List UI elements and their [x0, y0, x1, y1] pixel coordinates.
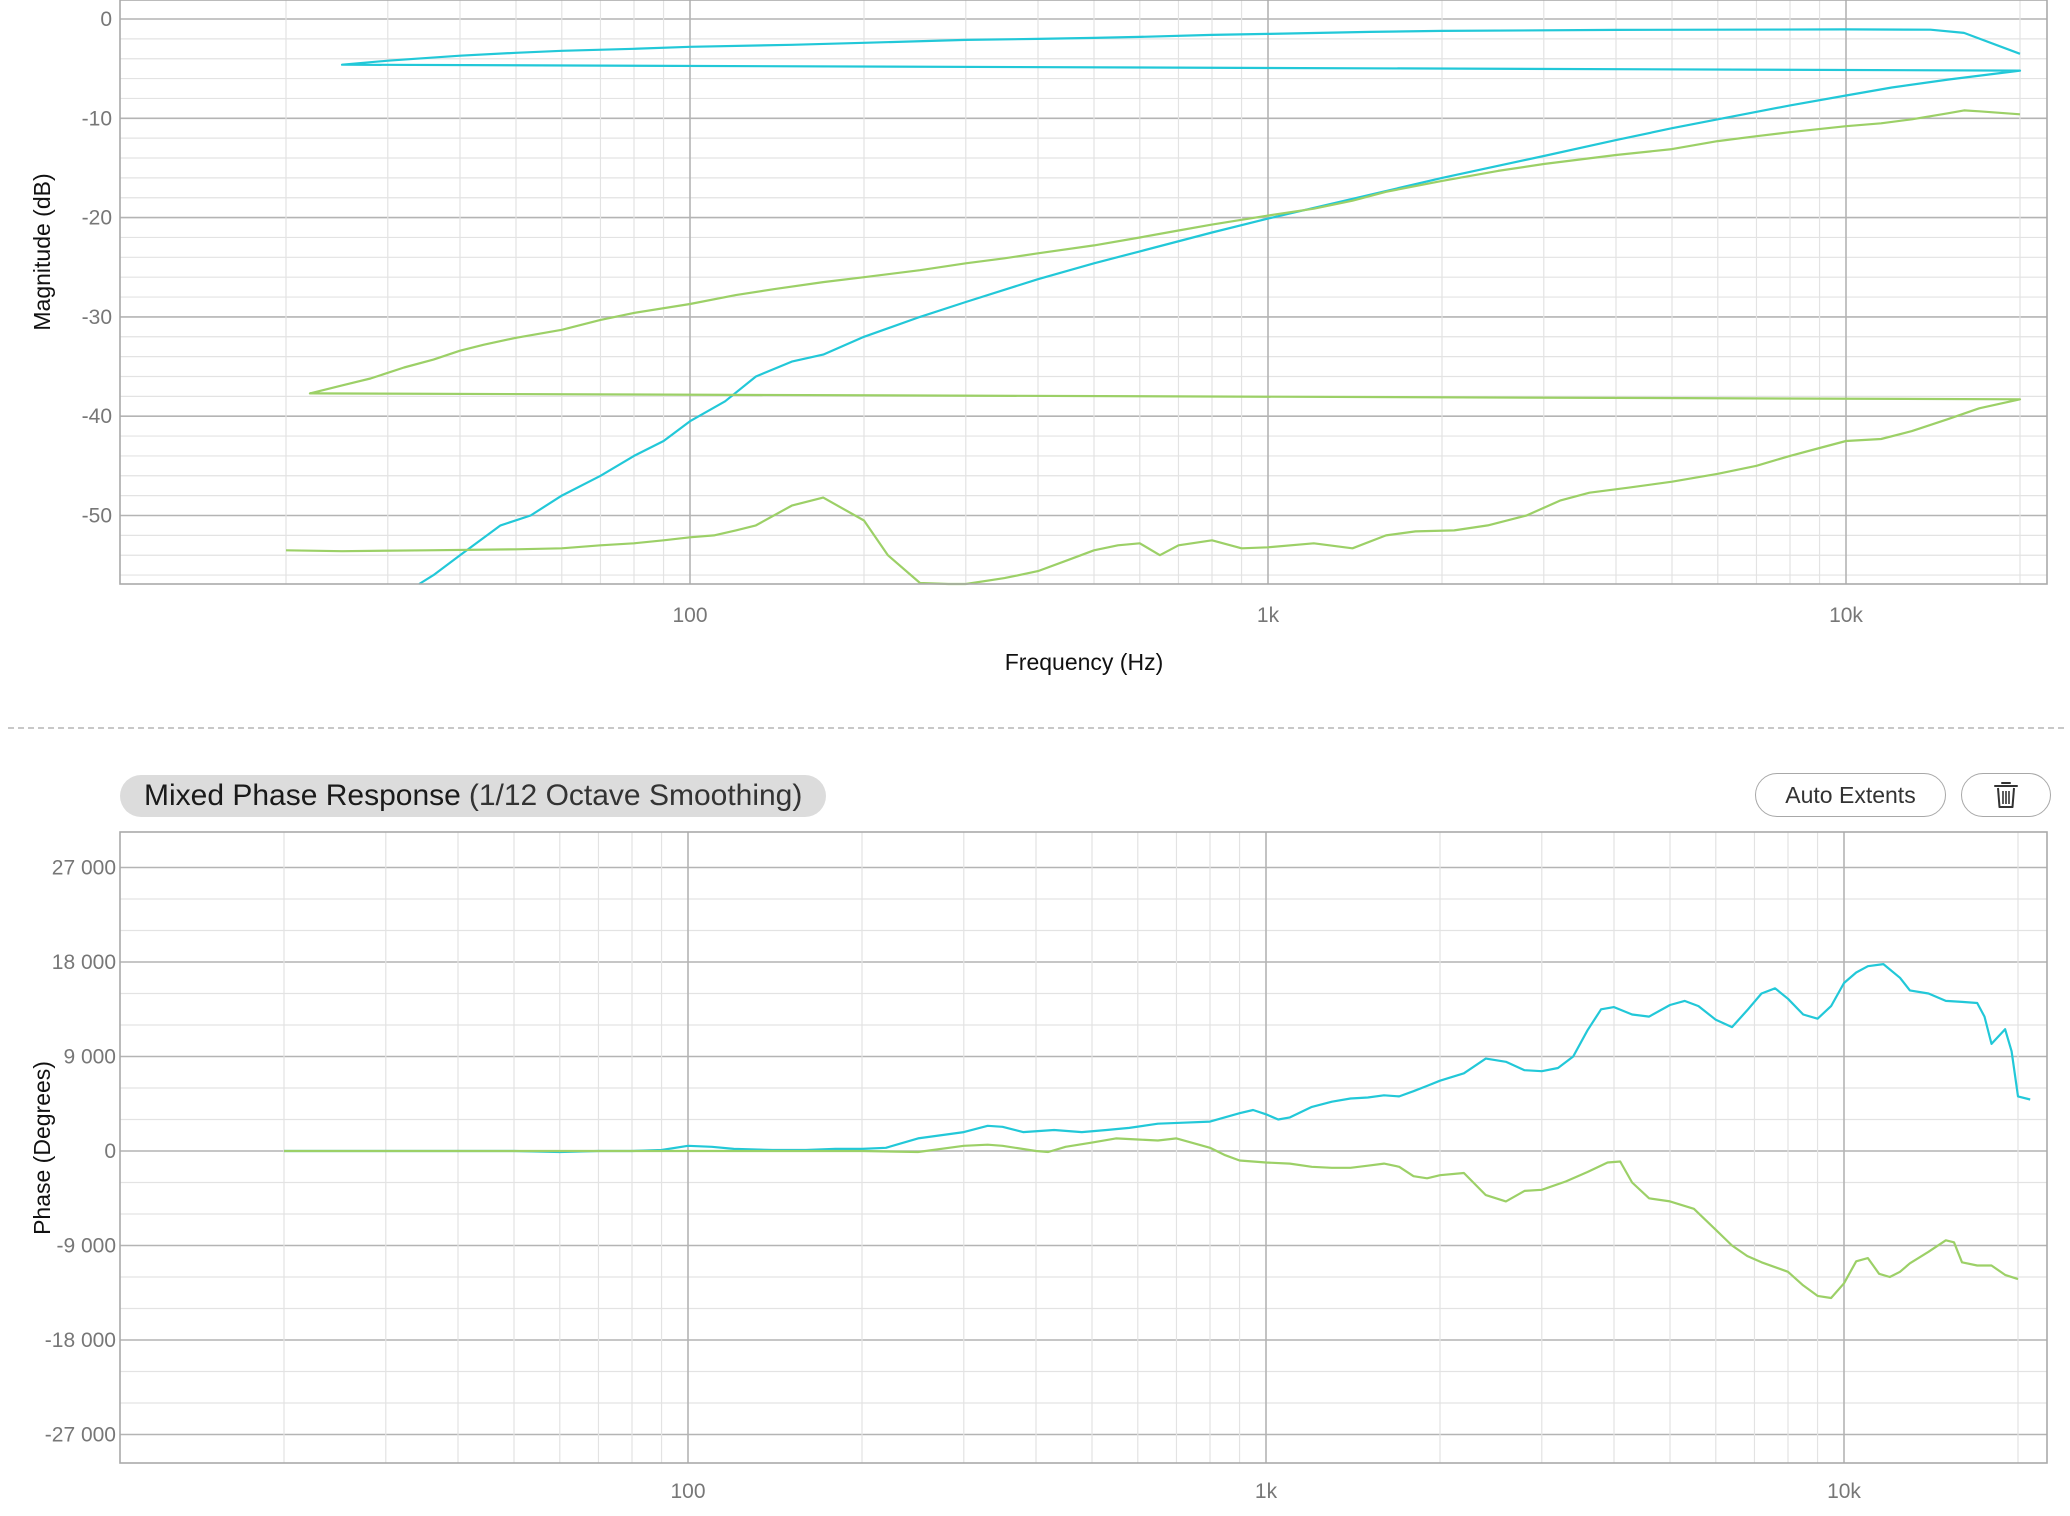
magnitude-x-ticks: 100 1k 10k	[672, 604, 1863, 627]
magnitude-series-line	[340, 28, 2022, 585]
section-divider	[8, 727, 2064, 729]
magnitude-x-tick-label: 100	[672, 604, 707, 627]
phase-y-tick-label: -9 000	[56, 1235, 116, 1258]
magnitude-chart: 0 -10 -20 -30 -40 -50 100 1k 10k Magnitude (dB)…	[29, 0, 2048, 675]
magnitude-y-tick-label: -20	[82, 207, 112, 230]
phase-series-line	[284, 963, 2031, 1154]
magnitude-plot-frame	[119, 0, 2048, 585]
phase-plot-frame	[119, 831, 2048, 1464]
delete-button[interactable]	[1961, 773, 2051, 817]
phase-chart-title-pill: Mixed Phase Response (1/12 Octave Smooth…	[120, 775, 827, 817]
magnitude-y-tick-label: -10	[82, 107, 112, 130]
phase-y-ticks: 27 000 18 000 9 000 0 -9 000 -18 000 -27 000	[45, 857, 116, 1447]
phase-x-tick-label: 1k	[1255, 1480, 1278, 1503]
phase-y-axis-label: Phase (Degrees)	[29, 1061, 55, 1235]
magnitude-y-tick-label: -30	[82, 306, 112, 329]
magnitude-y-tick-label: -40	[82, 405, 112, 428]
phase-y-tick-label: 18 000	[52, 951, 116, 974]
phase-grid	[120, 832, 2047, 1463]
phase-chart-subtitle: (1/12 Octave Smoothing)	[468, 779, 803, 812]
magnitude-y-ticks: 0 -10 -20 -30 -40 -50	[82, 8, 112, 528]
phase-y-tick-label: 9 000	[63, 1046, 116, 1069]
magnitude-grid	[120, 0, 2047, 584]
magnitude-x-tick-label: 1k	[1257, 604, 1280, 627]
phase-y-tick-label: 0	[104, 1140, 116, 1163]
phase-x-tick-label: 10k	[1827, 1480, 1861, 1503]
magnitude-series	[285, 28, 2022, 586]
phase-y-tick-label: -27 000	[45, 1424, 116, 1447]
auto-extents-button[interactable]: Auto Extents	[1755, 773, 1946, 817]
phase-x-tick-label: 100	[670, 1480, 705, 1503]
magnitude-y-axis-label: Magnitude (dB)	[29, 173, 55, 330]
phase-series	[284, 963, 2031, 1300]
magnitude-x-tick-label: 10k	[1829, 604, 1863, 627]
phase-y-tick-label: -18 000	[45, 1329, 116, 1352]
magnitude-y-tick-label: 0	[100, 8, 112, 31]
phase-chart-title: Mixed Phase Response	[144, 779, 461, 812]
magnitude-y-tick-label: -50	[82, 505, 112, 528]
magnitude-series-line	[285, 109, 2022, 586]
phase-series-line	[284, 1137, 2019, 1300]
phase-y-tick-label: 27 000	[52, 857, 116, 880]
trash-icon	[1994, 782, 2018, 808]
phase-x-ticks: 100 1k 10k	[670, 1480, 1861, 1503]
magnitude-x-axis-label: Frequency (Hz)	[1005, 649, 1163, 675]
